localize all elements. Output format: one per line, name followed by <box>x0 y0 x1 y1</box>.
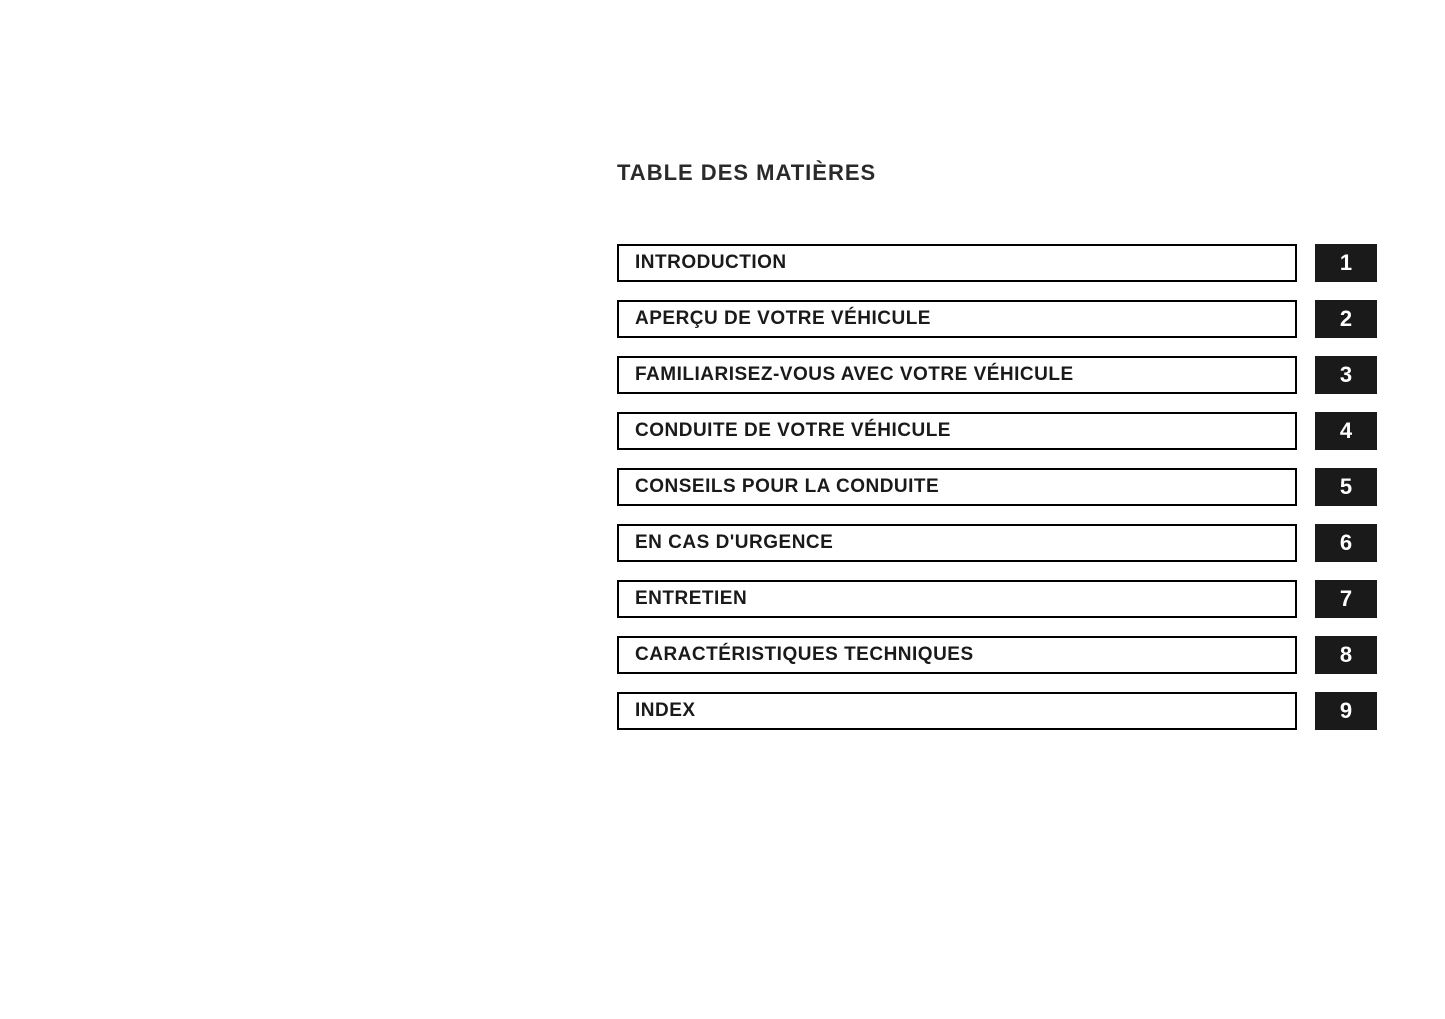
toc-label: FAMILIARISEZ-VOUS AVEC VOTRE VÉHICULE <box>635 364 1074 386</box>
page-title: TABLE DES MATIÈRES <box>617 160 1377 186</box>
toc-label: ENTRETIEN <box>635 588 747 610</box>
toc-label-box: FAMILIARISEZ-VOUS AVEC VOTRE VÉHICULE <box>617 356 1297 394</box>
toc-row: ENTRETIEN 7 <box>617 580 1377 618</box>
toc-row: INTRODUCTION 1 <box>617 244 1377 282</box>
toc-number-box: 3 <box>1315 356 1377 394</box>
toc-label-box: ENTRETIEN <box>617 580 1297 618</box>
toc-number-box: 8 <box>1315 636 1377 674</box>
toc-label-box: INDEX <box>617 692 1297 730</box>
toc-number: 6 <box>1340 530 1352 556</box>
toc-list: INTRODUCTION 1 APERÇU DE VOTRE VÉHICULE … <box>617 244 1377 730</box>
toc-number: 9 <box>1340 698 1352 724</box>
toc-label-box: EN CAS D'URGENCE <box>617 524 1297 562</box>
toc-container: TABLE DES MATIÈRES INTRODUCTION 1 APERÇU… <box>617 160 1377 730</box>
toc-label-box: INTRODUCTION <box>617 244 1297 282</box>
toc-label: CONDUITE DE VOTRE VÉHICULE <box>635 420 951 442</box>
toc-number: 8 <box>1340 642 1352 668</box>
toc-row: FAMILIARISEZ-VOUS AVEC VOTRE VÉHICULE 3 <box>617 356 1377 394</box>
toc-label: CARACTÉRISTIQUES TECHNIQUES <box>635 644 974 666</box>
toc-row: APERÇU DE VOTRE VÉHICULE 2 <box>617 300 1377 338</box>
toc-number: 5 <box>1340 474 1352 500</box>
toc-label: CONSEILS POUR LA CONDUITE <box>635 476 939 498</box>
toc-number-box: 2 <box>1315 300 1377 338</box>
toc-number-box: 6 <box>1315 524 1377 562</box>
toc-number: 4 <box>1340 418 1352 444</box>
toc-row: CONDUITE DE VOTRE VÉHICULE 4 <box>617 412 1377 450</box>
toc-label: INDEX <box>635 700 696 722</box>
toc-number-box: 9 <box>1315 692 1377 730</box>
toc-label: EN CAS D'URGENCE <box>635 532 833 554</box>
toc-row: EN CAS D'URGENCE 6 <box>617 524 1377 562</box>
toc-number-box: 5 <box>1315 468 1377 506</box>
toc-label-box: CARACTÉRISTIQUES TECHNIQUES <box>617 636 1297 674</box>
toc-label-box: APERÇU DE VOTRE VÉHICULE <box>617 300 1297 338</box>
toc-label-box: CONSEILS POUR LA CONDUITE <box>617 468 1297 506</box>
toc-row: INDEX 9 <box>617 692 1377 730</box>
toc-row: CONSEILS POUR LA CONDUITE 5 <box>617 468 1377 506</box>
toc-label-box: CONDUITE DE VOTRE VÉHICULE <box>617 412 1297 450</box>
toc-row: CARACTÉRISTIQUES TECHNIQUES 8 <box>617 636 1377 674</box>
toc-number-box: 1 <box>1315 244 1377 282</box>
toc-number-box: 4 <box>1315 412 1377 450</box>
toc-label: INTRODUCTION <box>635 252 787 274</box>
toc-number: 3 <box>1340 362 1352 388</box>
toc-number-box: 7 <box>1315 580 1377 618</box>
toc-number: 1 <box>1340 250 1352 276</box>
toc-number: 2 <box>1340 306 1352 332</box>
toc-label: APERÇU DE VOTRE VÉHICULE <box>635 308 931 330</box>
toc-number: 7 <box>1340 586 1352 612</box>
